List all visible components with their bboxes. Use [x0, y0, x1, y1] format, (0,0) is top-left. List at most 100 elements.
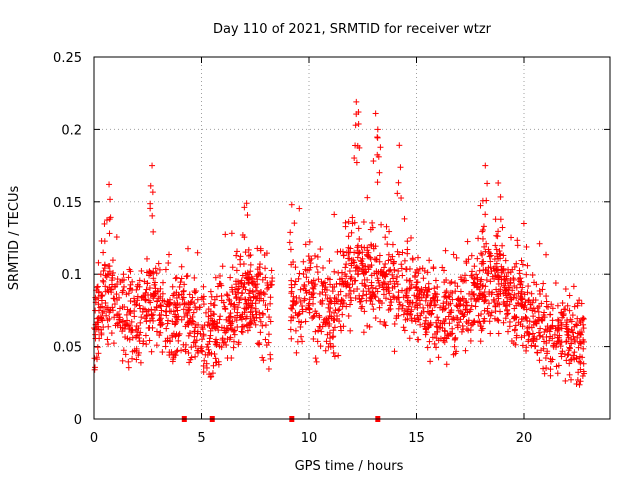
- data-point: [98, 297, 105, 304]
- data-point: [192, 321, 199, 328]
- data-point: [299, 302, 306, 309]
- data-point: [203, 360, 210, 367]
- data-point: [133, 301, 140, 308]
- data-point: [259, 276, 266, 283]
- data-point: [441, 279, 448, 286]
- data-point: [322, 321, 329, 328]
- data-point: [91, 355, 98, 362]
- data-point: [287, 326, 294, 333]
- data-point: [443, 361, 450, 368]
- data-point: [289, 305, 296, 312]
- data-point: [547, 355, 554, 362]
- data-point: [214, 283, 221, 290]
- data-point: [326, 276, 333, 283]
- data-point: [500, 319, 507, 326]
- data-point: [144, 255, 151, 262]
- data-point: [94, 283, 101, 290]
- data-point: [574, 334, 581, 341]
- data-point: [302, 287, 309, 294]
- data-point: [475, 235, 482, 242]
- data-point: [176, 283, 183, 290]
- data-point: [267, 300, 274, 307]
- data-point: [512, 341, 519, 348]
- data-point: [402, 316, 409, 323]
- data-point: [91, 366, 98, 373]
- data-point: [390, 275, 397, 282]
- data-point: [547, 366, 554, 373]
- data-point: [182, 323, 189, 330]
- data-point: [434, 314, 441, 321]
- data-point: [439, 264, 446, 271]
- data-point: [346, 284, 353, 291]
- data-point: [397, 164, 404, 171]
- chart-title: Day 110 of 2021, SRMTID for receiver wtz…: [213, 22, 492, 37]
- data-point: [265, 331, 272, 338]
- data-point: [349, 214, 356, 221]
- data-point: [120, 347, 127, 354]
- data-point: [422, 317, 429, 324]
- data-point: [191, 328, 198, 335]
- data-point: [528, 342, 535, 349]
- data-point: [460, 302, 467, 309]
- data-point: [338, 296, 345, 303]
- data-point: [170, 356, 177, 363]
- data-point: [329, 288, 336, 295]
- data-point: [386, 290, 393, 297]
- data-point: [520, 220, 527, 227]
- data-point: [575, 369, 582, 376]
- data-point: [233, 317, 240, 324]
- data-point: [142, 315, 149, 322]
- data-point: [136, 338, 143, 345]
- data-point: [204, 351, 211, 358]
- data-point: [437, 304, 444, 311]
- data-point: [377, 318, 384, 325]
- data-point: [489, 289, 496, 296]
- data-point: [519, 261, 526, 268]
- data-point: [145, 291, 152, 298]
- data-point: [139, 308, 146, 315]
- data-point: [194, 296, 201, 303]
- data-point: [180, 288, 187, 295]
- data-point: [330, 349, 337, 356]
- data-point: [539, 317, 546, 324]
- data-point: [109, 307, 116, 314]
- data-point: [248, 304, 255, 311]
- data-point: [570, 329, 577, 336]
- data-point: [100, 278, 107, 285]
- data-point: [523, 243, 530, 250]
- data-point: [540, 280, 547, 287]
- data-point: [353, 98, 360, 105]
- data-point: [523, 315, 530, 322]
- data-point: [577, 329, 584, 336]
- data-point: [229, 264, 236, 271]
- data-point: [394, 273, 401, 280]
- data-point: [262, 336, 269, 343]
- data-point: [463, 299, 470, 306]
- data-point: [511, 283, 518, 290]
- data-point: [497, 193, 504, 200]
- data-point: [497, 216, 504, 223]
- data-point: [166, 352, 173, 359]
- data-point: [493, 260, 500, 267]
- data-point: [536, 240, 543, 247]
- data-point: [564, 302, 571, 309]
- data-point: [172, 352, 179, 359]
- data-point: [576, 339, 583, 346]
- data-point: [156, 332, 163, 339]
- data-point: [106, 181, 113, 188]
- data-point: [345, 244, 352, 251]
- data-point: [549, 305, 556, 312]
- data-point: [200, 301, 207, 308]
- data-point: [247, 309, 254, 316]
- data-point: [433, 344, 440, 351]
- data-point: [138, 267, 145, 274]
- data-point: [218, 344, 225, 351]
- data-point: [416, 265, 423, 272]
- data-point: [213, 342, 220, 349]
- data-point: [506, 318, 513, 325]
- data-point: [537, 325, 544, 332]
- data-point: [309, 284, 316, 291]
- data-point: [535, 329, 542, 336]
- y-axis-label: SRMTID / TECUs: [7, 186, 22, 291]
- data-point: [361, 308, 368, 315]
